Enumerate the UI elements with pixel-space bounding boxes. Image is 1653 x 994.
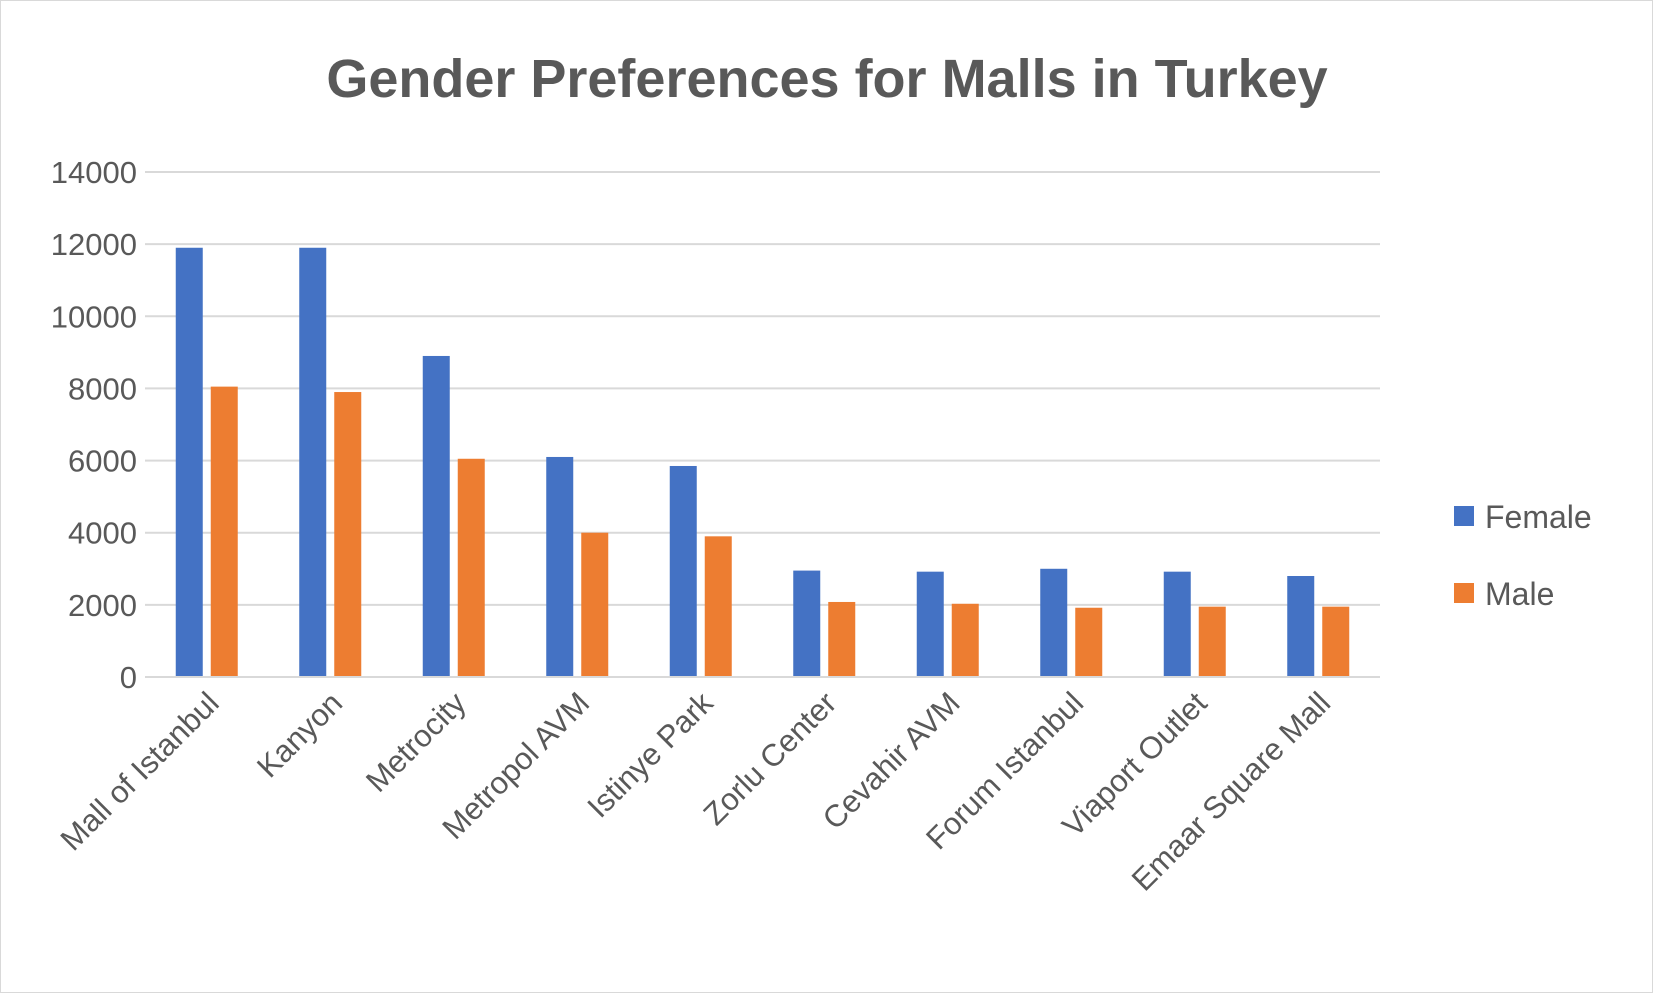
bar-male bbox=[457, 458, 485, 677]
y-tick-label: 6000 bbox=[68, 444, 137, 479]
y-tick-label: 2000 bbox=[68, 588, 137, 623]
bar-female bbox=[1163, 571, 1191, 677]
bar-female bbox=[175, 247, 203, 677]
bar-male bbox=[828, 601, 856, 677]
bar-male bbox=[1198, 606, 1226, 677]
y-axis-ticks: 0 2000 4000 6000 8000 10000 12000 14000 bbox=[51, 155, 137, 695]
bar-female bbox=[422, 355, 450, 677]
y-tick-label: 12000 bbox=[51, 227, 137, 262]
bar-male bbox=[704, 536, 732, 677]
x-category-label: Mall of Istanbul bbox=[54, 685, 226, 857]
legend-label-female: Female bbox=[1485, 499, 1592, 535]
x-axis-categories: Mall of Istanbul Kanyon MetrocityMetropol … bbox=[54, 685, 1338, 898]
bar-female bbox=[299, 247, 327, 677]
x-category-label: Metrocity bbox=[359, 685, 473, 799]
bar-female bbox=[1040, 568, 1068, 677]
bar-male bbox=[951, 603, 979, 677]
bars bbox=[175, 247, 1350, 677]
bar-male bbox=[334, 392, 362, 677]
bar-female bbox=[546, 456, 574, 677]
legend-swatch-male bbox=[1454, 583, 1474, 603]
bar-male bbox=[1322, 606, 1350, 677]
bar-male bbox=[210, 386, 238, 677]
y-tick-label: 14000 bbox=[51, 155, 137, 190]
bar-male bbox=[581, 532, 609, 677]
bar-female bbox=[793, 570, 821, 677]
y-tick-label: 8000 bbox=[68, 371, 137, 406]
gridlines bbox=[145, 171, 1380, 606]
bar-male bbox=[1075, 607, 1103, 677]
bar-female bbox=[1287, 576, 1315, 677]
bar-female bbox=[916, 571, 944, 677]
bar-female bbox=[669, 465, 697, 677]
y-tick-label: 4000 bbox=[68, 516, 137, 551]
y-tick-label: 10000 bbox=[51, 299, 137, 334]
legend: Female Male bbox=[1454, 499, 1592, 612]
legend-label-male: Male bbox=[1485, 576, 1554, 612]
y-tick-label: 0 bbox=[120, 660, 137, 695]
chart-title: Gender Preferences for Malls in Turkey bbox=[326, 49, 1327, 109]
legend-swatch-female bbox=[1454, 506, 1474, 526]
x-category-label: Kanyon bbox=[250, 685, 349, 784]
